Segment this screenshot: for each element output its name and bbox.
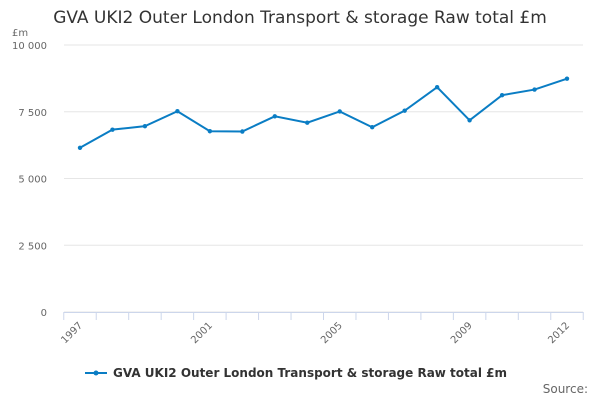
data-point — [207, 129, 213, 134]
y-tick-label: 5 000 — [18, 175, 47, 186]
legend-line-icon — [85, 370, 107, 376]
data-point — [467, 118, 472, 123]
data-point — [499, 92, 505, 98]
data-point — [402, 108, 407, 113]
y-tick-label: 2 500 — [18, 241, 47, 252]
data-point — [532, 87, 537, 92]
data-point — [240, 129, 245, 134]
x-tick-label: 2005 — [319, 320, 345, 346]
data-point — [142, 123, 148, 129]
legend-label: GVA UKI2 Outer London Transport & storag… — [113, 366, 508, 380]
y-tick-label: 7 500 — [18, 108, 47, 119]
x-tick-label: 2001 — [189, 320, 215, 346]
data-point — [77, 145, 83, 150]
data-point — [175, 109, 180, 114]
data-point — [110, 127, 115, 132]
x-tick-label: 1997 — [59, 320, 85, 346]
data-point — [305, 120, 310, 125]
chart-title: GVA UKI2 Outer London Transport & storag… — [53, 8, 547, 28]
data-point — [564, 76, 570, 81]
data-point — [272, 114, 277, 119]
y-tick-label: 0 — [41, 308, 47, 319]
series-line — [79, 77, 568, 149]
y-tick-label: 10 000 — [12, 41, 47, 52]
data-point — [434, 84, 440, 90]
x-tick-label: 2012 — [546, 320, 572, 346]
source-label: Source: — [542, 382, 588, 396]
data-point — [337, 109, 342, 114]
x-tick-label: 2009 — [449, 320, 475, 346]
y-axis-label: £m — [12, 28, 28, 39]
data-point — [370, 125, 375, 130]
legend[interactable]: GVA UKI2 Outer London Transport & storag… — [85, 366, 507, 380]
